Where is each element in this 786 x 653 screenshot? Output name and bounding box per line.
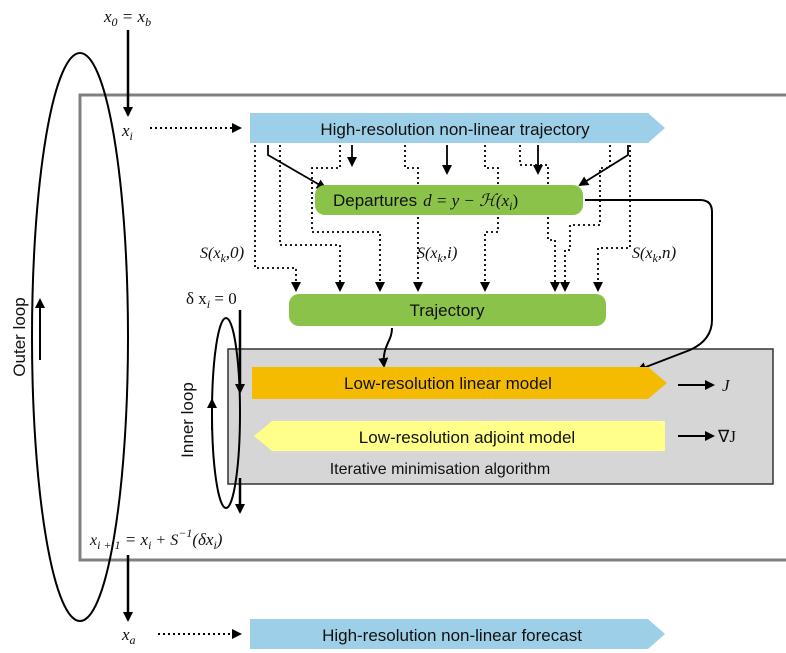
minimisation-label: Iterative minimisation algorithm (330, 461, 551, 478)
outer-loop-label: Outer loop (10, 297, 29, 376)
adjoint-model-label: Low-resolution adjoint model (359, 428, 575, 447)
outer-frame (78, 93, 786, 562)
x0-label: x0 = xb (103, 7, 151, 29)
trajectory-dotted-arrows (254, 145, 631, 292)
adjoint-model-arrow (254, 421, 665, 451)
inner-loop-label: Inner loop (178, 382, 197, 458)
departures-label: Departures d = y − ℋ(xi) (333, 191, 518, 213)
delta-xi-label: δ xi = 0 (186, 289, 237, 311)
s0-label: S(xk,0) (200, 243, 245, 265)
trajectory-box (289, 294, 606, 326)
trajectory-label: Trajectory (410, 301, 485, 320)
departure-arrows (267, 145, 629, 190)
hr-forecast-label: High-resolution non-linear forecast (322, 626, 582, 645)
linear-model-label: Low-resolution linear model (344, 374, 552, 393)
hr-trajectory-arrow (250, 113, 665, 143)
j-label: J (722, 376, 731, 395)
hr-trajectory-label: High-resolution non-linear trajectory (320, 120, 590, 139)
gradj-label: ∇J (717, 427, 736, 446)
si-label: S(xk,i) (417, 243, 458, 265)
xa-label: xa (121, 625, 136, 647)
update-equation: xi + 1 = xi + S−1(δxi) (89, 526, 223, 552)
linear-model-arrow (252, 367, 667, 399)
sn-label: S(xk,n) (632, 243, 677, 265)
outer-loop-ellipse (31, 52, 129, 622)
hr-forecast-arrow (250, 619, 665, 649)
xi-label: xi (121, 121, 133, 143)
departures-box (315, 185, 583, 215)
